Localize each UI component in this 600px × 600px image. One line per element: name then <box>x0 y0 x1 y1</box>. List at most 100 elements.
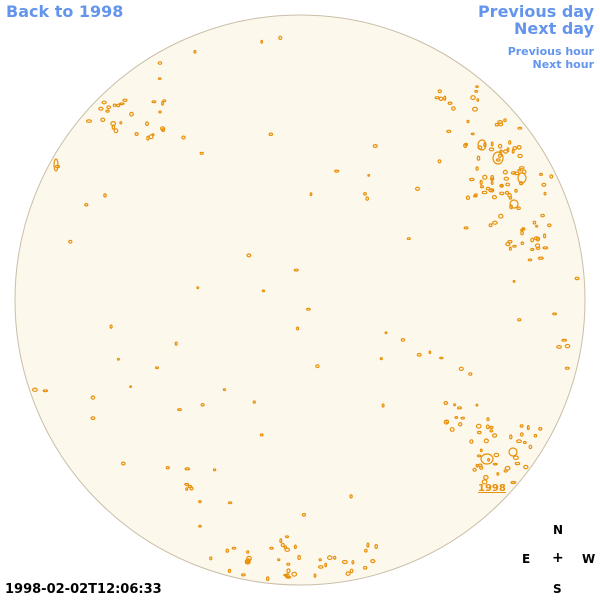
contour-blob <box>367 173 371 177</box>
contour-blob <box>476 430 482 435</box>
contour-blob <box>519 424 524 428</box>
contour-blob <box>157 61 163 65</box>
contour-blob <box>535 224 539 228</box>
contour-blob <box>507 192 512 198</box>
contour-blob <box>458 366 464 371</box>
contour-blob <box>487 457 491 462</box>
contour-blob <box>317 565 324 569</box>
solar-disk <box>14 14 586 586</box>
contour-blob <box>546 223 552 228</box>
contour-blob <box>279 538 283 544</box>
contour-blob <box>476 155 481 161</box>
contour-blob <box>122 98 128 103</box>
contour-blob <box>542 233 547 239</box>
contour-blob <box>490 188 495 193</box>
contour-blob <box>443 400 449 406</box>
contour-blob <box>286 568 291 574</box>
contour-blob <box>283 545 288 550</box>
contour-blob <box>477 139 487 151</box>
contour-blob <box>42 389 49 393</box>
contour-blob <box>469 439 474 444</box>
contour-blob <box>463 226 469 230</box>
contour-blob <box>514 188 518 193</box>
contour-blob <box>480 453 494 465</box>
region-label-link[interactable]: 1998 <box>478 483 506 494</box>
previous-hour-link[interactable]: Previous hour <box>507 45 594 58</box>
contour-blob <box>503 469 508 473</box>
contour-blob <box>301 512 306 517</box>
contour-blob <box>284 535 290 539</box>
contour-blob <box>499 149 503 153</box>
contour-blob <box>53 158 59 172</box>
contour-blob <box>564 343 571 349</box>
contour-blob <box>349 494 353 499</box>
contour-blob <box>517 126 523 130</box>
contour-blob <box>479 185 485 189</box>
contour-blob <box>381 403 385 408</box>
contour-blob <box>428 350 432 355</box>
contour-blob <box>528 444 533 450</box>
contour-blob <box>293 268 299 272</box>
contour-blob <box>512 279 516 283</box>
contour-blob <box>120 461 126 466</box>
contour-blob <box>561 338 568 342</box>
contour-blob <box>458 422 463 427</box>
contour-blob <box>155 366 160 370</box>
contour-blob <box>266 576 270 582</box>
contour-blob <box>129 111 134 117</box>
contour-blob <box>516 206 521 211</box>
contour-blob <box>493 452 500 458</box>
contour-blob <box>516 145 522 150</box>
compass-south: S <box>553 582 562 596</box>
next-hour-link[interactable]: Next hour <box>532 58 595 71</box>
contour-blob <box>453 403 457 407</box>
contour-blob <box>503 118 507 123</box>
contour-blob <box>225 548 230 553</box>
contour-blob <box>165 466 170 470</box>
contour-blob <box>513 171 520 176</box>
contour-blob <box>479 448 483 453</box>
contour-blob <box>384 331 388 335</box>
contour-blob <box>522 440 527 445</box>
contour-blob <box>530 247 535 252</box>
contour-blob <box>244 560 251 565</box>
contour-blob <box>151 100 157 104</box>
contour-blob <box>246 253 252 258</box>
contour-blob <box>269 546 274 550</box>
contour-blob <box>500 183 504 188</box>
contour-blob <box>434 96 440 100</box>
compass-east: E <box>522 552 531 566</box>
next-day-link[interactable]: Next day <box>514 19 594 38</box>
contour-blob <box>111 124 116 130</box>
contour-blob <box>158 110 162 114</box>
contour-blob <box>296 326 300 331</box>
contour-blob <box>457 406 463 410</box>
contour-blob <box>472 194 478 198</box>
contour-blob <box>510 480 517 485</box>
contour-blob <box>503 176 510 181</box>
contour-blob <box>437 89 442 94</box>
contour-blob <box>447 101 453 105</box>
contour-blob <box>503 149 509 154</box>
contour-blob <box>309 192 313 197</box>
contour-blob <box>293 544 297 550</box>
contour-blob <box>291 571 298 577</box>
contour-blob <box>365 196 370 201</box>
contour-blob <box>119 121 123 125</box>
contour-blob <box>446 129 452 134</box>
contour-blob <box>129 385 133 389</box>
back-link[interactable]: Back to 1998 <box>6 2 124 21</box>
contour-blob <box>499 191 505 196</box>
contour-blob <box>198 500 202 504</box>
contour-blob <box>527 258 533 262</box>
contour-blob <box>514 461 521 466</box>
contour-blob <box>543 191 547 196</box>
contour-blob <box>492 433 498 438</box>
contour-blob <box>481 190 488 195</box>
contour-blob <box>492 151 504 165</box>
contour-blob <box>98 106 104 111</box>
contour-blob <box>509 204 513 210</box>
previous-day-link[interactable]: Previous day <box>477 2 594 21</box>
contour-blob <box>363 191 367 196</box>
contour-blob <box>68 239 73 244</box>
